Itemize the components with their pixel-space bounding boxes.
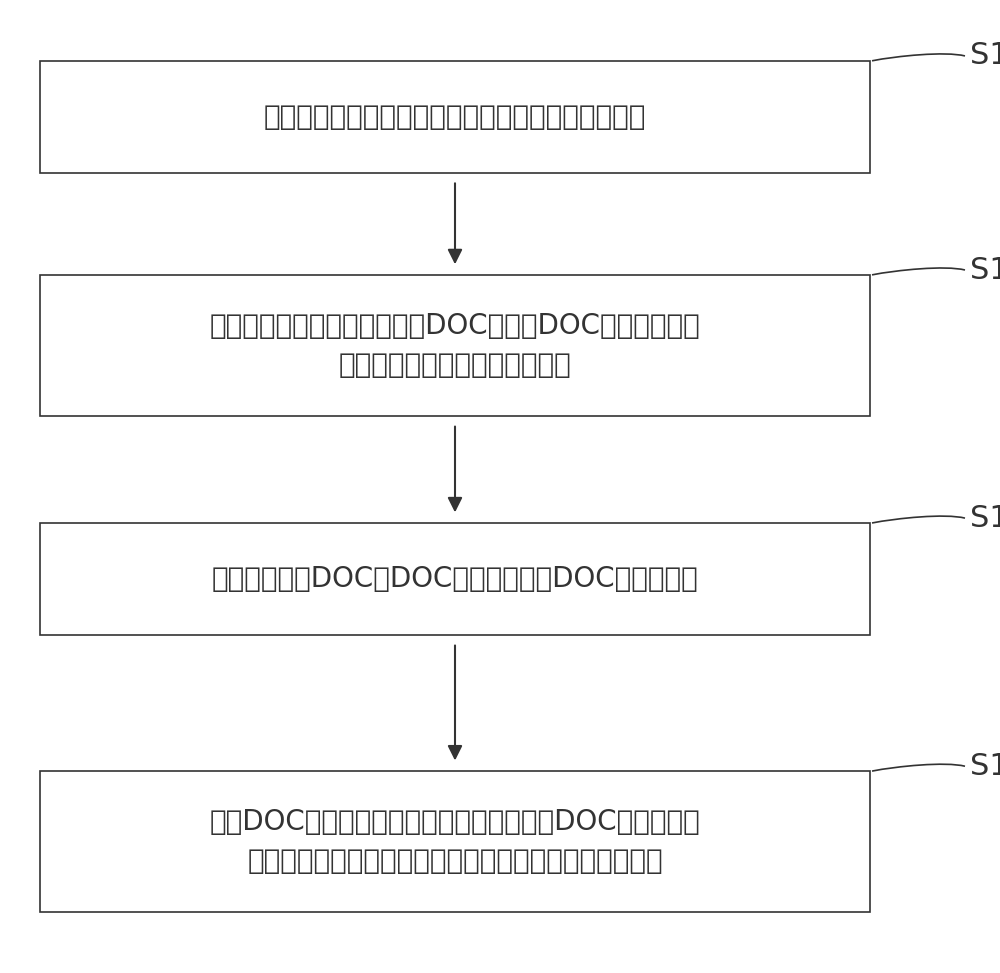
Text: 调整发动机排放尾气中碳氢化合物的浓度至预设浓度: 调整发动机排放尾气中碳氢化合物的浓度至预设浓度: [264, 103, 646, 130]
Text: 测量尾气通过DOC时DOC的入口温度和DOC的出口温度: 测量尾气通过DOC时DOC的入口温度和DOC的出口温度: [212, 565, 698, 593]
Bar: [40, 771, 870, 913]
Bar: [40, 523, 870, 634]
Text: S102: S102: [970, 256, 1000, 284]
Text: 根据DOC的出口温度和入口温度的温差得到DOC在当前的进
气温度下对尾气中碳氢化合物和一氧化碳的催化转化特性: 根据DOC的出口温度和入口温度的温差得到DOC在当前的进 气温度下对尾气中碳氢化…: [210, 809, 700, 875]
Text: S101: S101: [970, 42, 1000, 70]
Bar: [40, 60, 870, 173]
Text: 将调整为预设浓度的尾气通入DOC以通过DOC对尾气中碳氢
化合物和一氧化碳进行催化转化: 将调整为预设浓度的尾气通入DOC以通过DOC对尾气中碳氢 化合物和一氧化碳进行催…: [210, 312, 700, 378]
Bar: [40, 274, 870, 416]
Text: S104: S104: [970, 752, 1000, 780]
Text: S103: S103: [970, 504, 1000, 532]
